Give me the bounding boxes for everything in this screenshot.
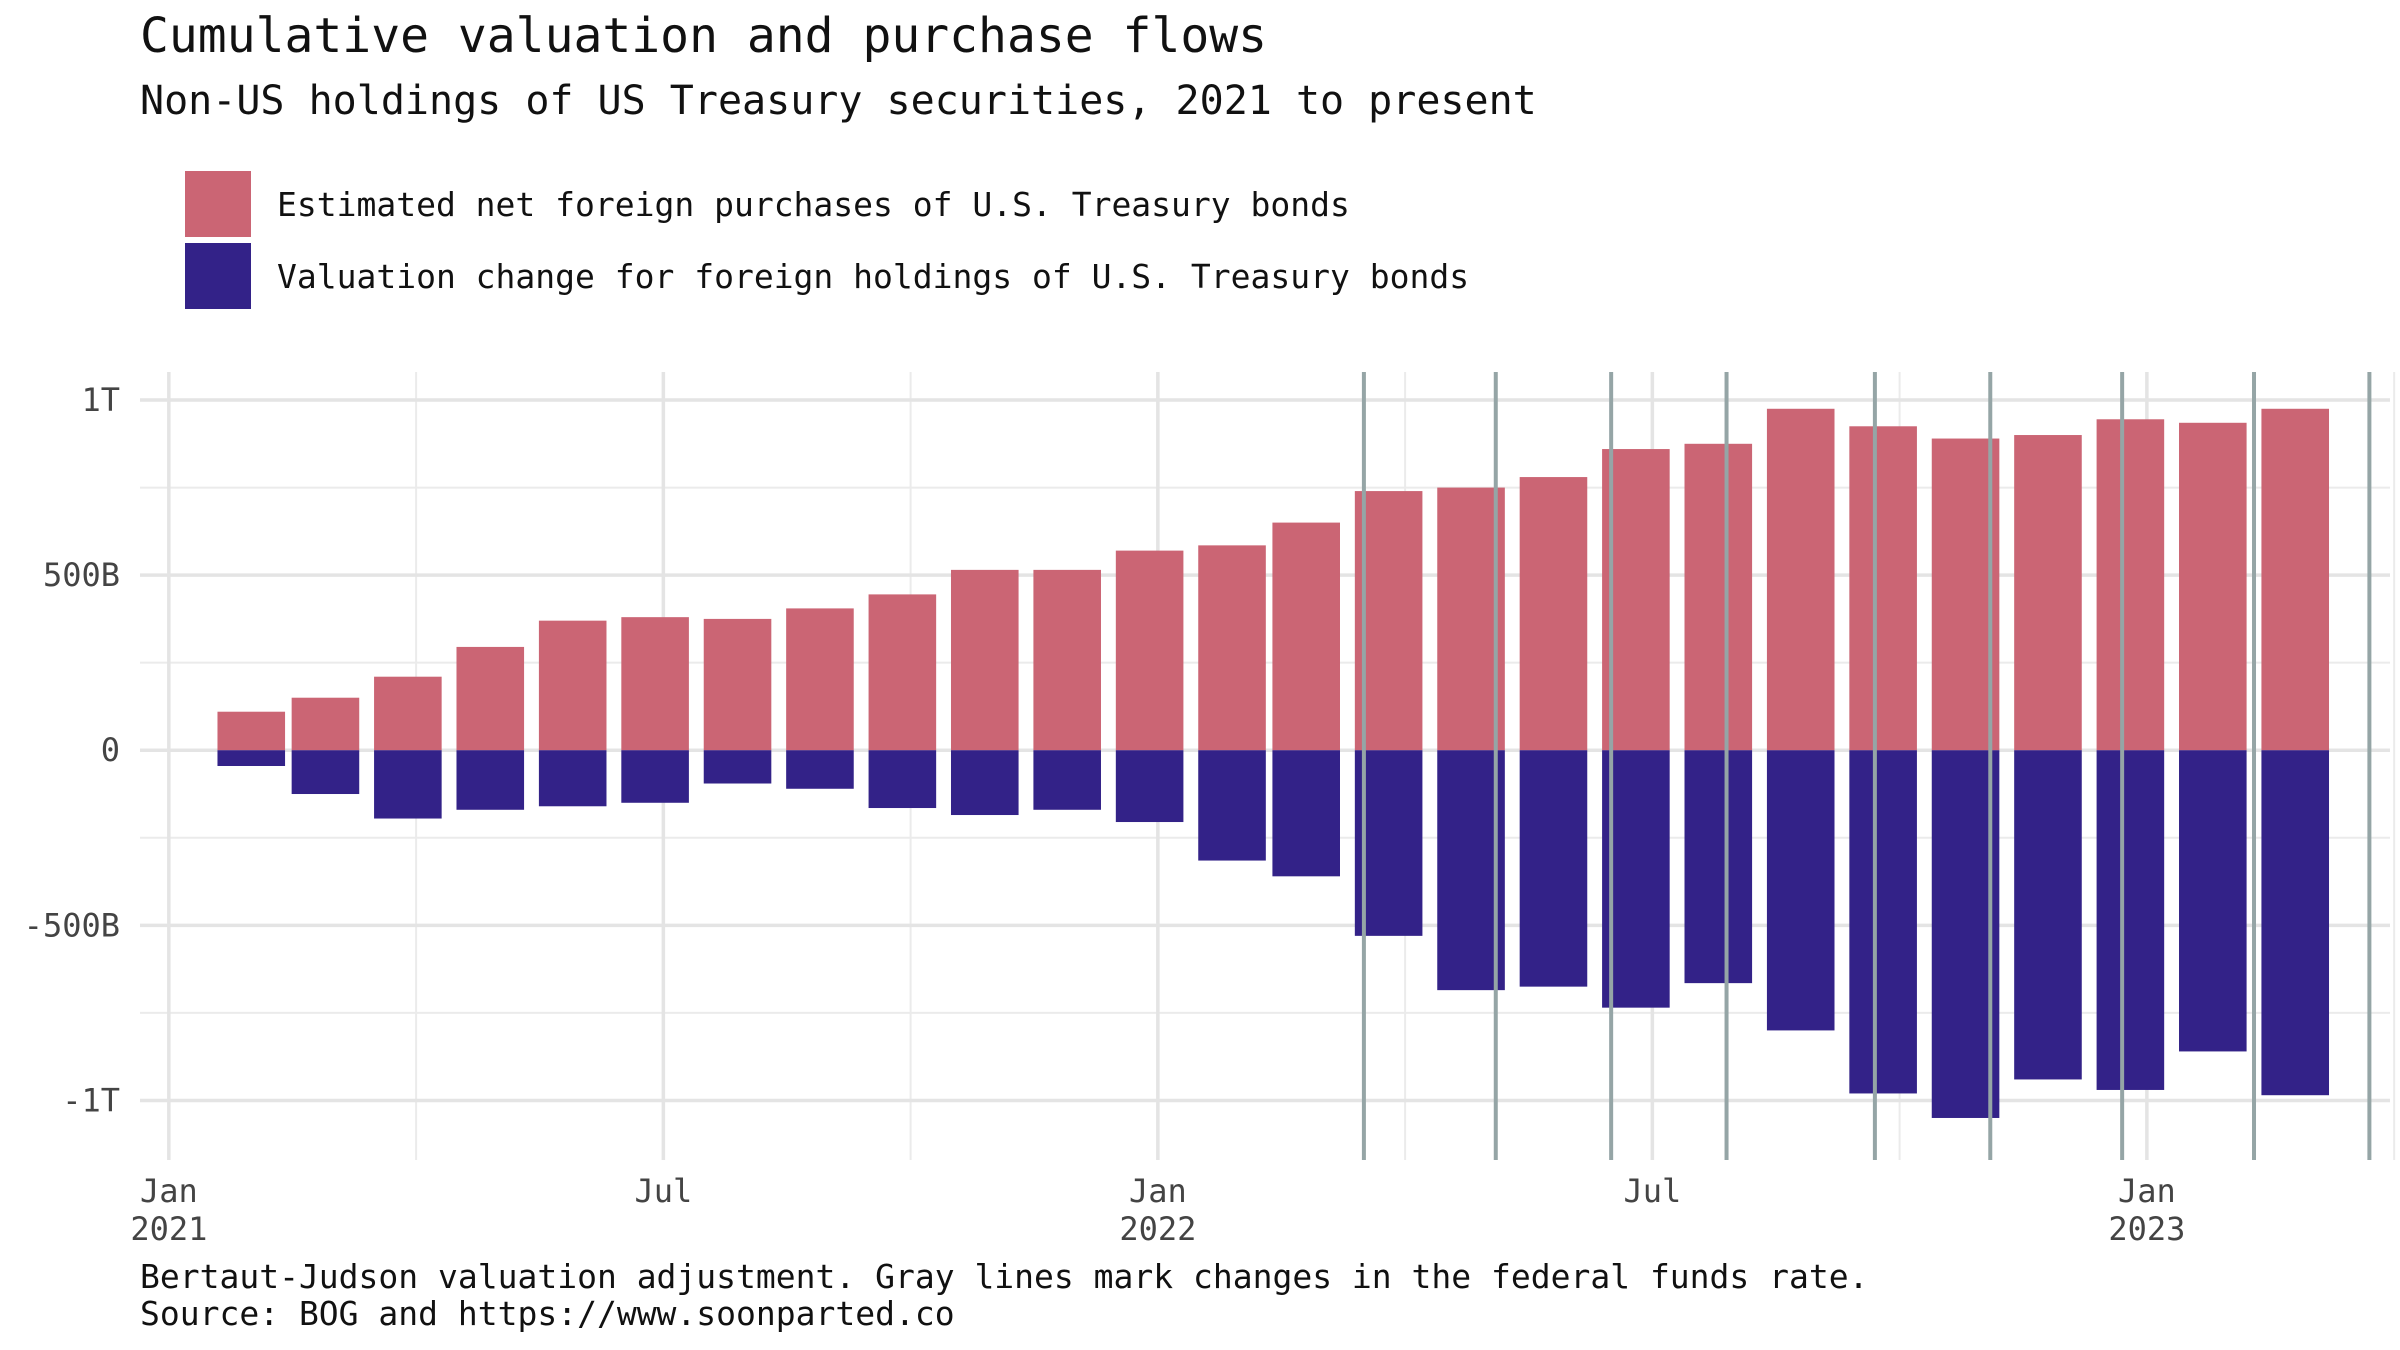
bar-valuation <box>1684 750 1753 984</box>
bar-valuation <box>374 750 442 819</box>
bar-valuation <box>1198 750 1266 861</box>
bar-purchases <box>291 697 360 751</box>
bar-valuation <box>2261 750 2330 1096</box>
legend-swatch-valuation <box>185 243 251 309</box>
bar-valuation <box>291 750 360 795</box>
caption: Bertaut-Judson valuation adjustment. Gra… <box>140 1258 1869 1332</box>
bar-valuation <box>1115 750 1184 823</box>
bar-valuation <box>217 750 286 766</box>
bar-purchases <box>1272 522 1340 751</box>
bar-valuation <box>868 750 937 809</box>
bar-valuation <box>1519 750 1588 987</box>
bar-purchases <box>1766 408 1835 751</box>
x-tick-year-label: 2022 <box>1119 1210 1196 1248</box>
x-tick-label: Jul <box>1623 1172 1681 1210</box>
bar-valuation <box>1931 750 2000 1118</box>
y-tick-label: 500B <box>43 556 120 594</box>
bar-purchases <box>868 594 937 751</box>
bar-purchases <box>1115 550 1184 751</box>
y-axis-ticks: 1T 500B 0 -500B -1T <box>24 381 120 1119</box>
bar-purchases <box>1354 491 1423 751</box>
bar-purchases <box>1931 438 2000 751</box>
y-tick-label: -1T <box>62 1081 120 1119</box>
bar-valuation <box>1033 750 1101 810</box>
bar-purchases <box>374 676 442 751</box>
bar-purchases <box>2096 419 2165 751</box>
x-tick-label: Jan <box>2118 1172 2176 1210</box>
y-tick-label: 1T <box>81 381 120 419</box>
caption-line-1: Bertaut-Judson valuation adjustment. Gra… <box>140 1257 1869 1296</box>
caption-line-2: Source: BOG and https://www.soonparted.c… <box>140 1294 955 1333</box>
x-tick-label: Jul <box>634 1172 692 1210</box>
bar-purchases <box>1849 426 1917 751</box>
bar-valuation <box>2096 750 2165 1090</box>
bar-valuation <box>538 750 607 807</box>
bar-purchases <box>217 711 286 751</box>
x-tick-year-label: 2023 <box>2108 1210 2185 1248</box>
bar-purchases <box>621 617 689 751</box>
legend-label-purchases: Estimated net foreign purchases of U.S. … <box>277 184 1350 224</box>
x-tick-label: Jan <box>140 1172 198 1210</box>
bar-purchases <box>2261 408 2330 751</box>
bar-purchases <box>703 618 772 751</box>
bar-valuation <box>950 750 1019 816</box>
y-tick-label: 0 <box>101 731 120 769</box>
bar-valuation <box>456 750 525 810</box>
chart-subtitle: Non-US holdings of US Treasury securitie… <box>140 78 1537 124</box>
bars <box>217 408 2330 1118</box>
bar-purchases <box>950 569 1019 751</box>
bar-purchases <box>1602 449 1670 751</box>
legend-item-purchases: Estimated net foreign purchases of U.S. … <box>185 171 1350 237</box>
bar-valuation <box>621 750 689 803</box>
y-tick-label: -500B <box>24 906 120 944</box>
rate-change-lines <box>1361 372 2372 1160</box>
legend-swatch-purchases <box>185 171 251 237</box>
bar-purchases <box>1437 487 1505 751</box>
bar-valuation <box>1354 750 1423 936</box>
bar-valuation <box>1766 750 1835 1031</box>
bar-valuation <box>1602 750 1670 1008</box>
bar-purchases <box>2014 435 2082 751</box>
x-tick-label: Jan <box>1129 1172 1187 1210</box>
bar-purchases <box>456 646 525 751</box>
bar-purchases <box>538 620 607 751</box>
bar-valuation <box>1849 750 1917 1094</box>
bar-valuation <box>1272 750 1340 877</box>
bar-valuation <box>703 750 772 784</box>
bar-valuation <box>1437 750 1505 991</box>
bar-valuation <box>786 750 854 789</box>
bar-purchases <box>1198 545 1266 751</box>
bar-purchases <box>1519 477 1588 751</box>
bar-valuation <box>2179 750 2247 1052</box>
bar-purchases <box>2179 422 2247 751</box>
bar-purchases <box>1684 443 1753 751</box>
legend-label-valuation: Valuation change for foreign holdings of… <box>277 256 1470 296</box>
legend-item-valuation: Valuation change for foreign holdings of… <box>185 243 1469 309</box>
chart-title: Cumulative valuation and purchase flows <box>140 8 1268 64</box>
x-tick-year-label: 2021 <box>130 1210 207 1248</box>
bar-purchases <box>786 608 854 751</box>
bar-valuation <box>2014 750 2082 1080</box>
bar-purchases <box>1033 569 1101 751</box>
